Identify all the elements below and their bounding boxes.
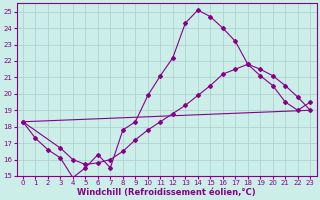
X-axis label: Windchill (Refroidissement éolien,°C): Windchill (Refroidissement éolien,°C) bbox=[77, 188, 256, 197]
